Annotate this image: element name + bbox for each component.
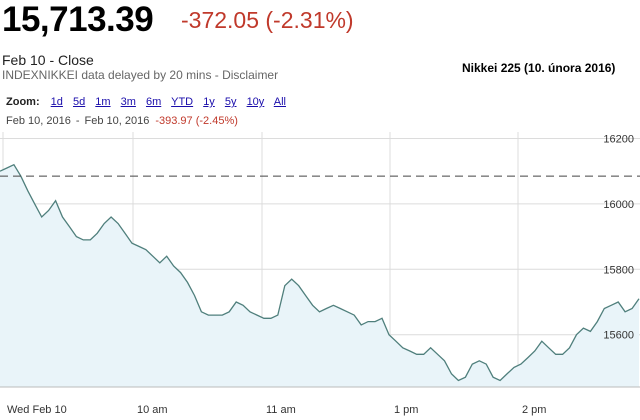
- x-tick-label: Wed Feb 10: [7, 404, 67, 416]
- date-range: Feb 10, 2016- Feb 10, 2016 -393.97 (-2.45%…: [6, 115, 238, 127]
- zoom-5d[interactable]: 5d: [72, 96, 86, 108]
- zoom-10y[interactable]: 10y: [246, 96, 265, 108]
- y-tick-label: 15600: [603, 330, 634, 342]
- price-change: -372.05 (-2.31%): [181, 7, 354, 33]
- x-tick-label: 2 pm: [522, 404, 546, 416]
- zoom-all[interactable]: All: [273, 96, 286, 108]
- zoom-bar: Zoom: 1d 5d 1m 3m 6m YTD 1y 5y 10y All: [6, 96, 293, 108]
- index-price: 15,713.39: [2, 0, 154, 39]
- range-change: -393.97 (-2.45%): [155, 115, 238, 127]
- x-tick-label: 1 pm: [394, 404, 418, 416]
- zoom-1m[interactable]: 1m: [95, 96, 111, 108]
- area-fill: [0, 164, 639, 387]
- source-disclaimer: INDEXNIKKEI data delayed by 20 mins - Di…: [2, 68, 279, 82]
- zoom-5y[interactable]: 5y: [224, 96, 237, 108]
- y-tick-label: 15800: [603, 264, 634, 276]
- range-separator: -: [75, 115, 80, 127]
- range-from: Feb 10, 2016: [6, 115, 71, 127]
- price-chart[interactable]: 16200 16000 15800 15600 Wed Feb 10 10 am 11 am…: [0, 132, 640, 420]
- y-tick-label: 16200: [603, 134, 634, 146]
- zoom-ytd[interactable]: YTD: [171, 96, 194, 108]
- series-line: [0, 163, 640, 382]
- y-tick-label: 16000: [603, 199, 634, 211]
- chart-caption: Nikkei 225 (10. února 2016): [462, 61, 616, 75]
- zoom-1d[interactable]: 1d: [50, 96, 63, 108]
- zoom-label: Zoom:: [6, 96, 40, 108]
- zoom-3m[interactable]: 3m: [120, 96, 136, 108]
- zoom-1y[interactable]: 1y: [203, 96, 215, 108]
- x-tick-label: 10 am: [137, 404, 168, 416]
- range-to: Feb 10, 2016: [84, 115, 150, 127]
- x-tick-label: 11 am: [266, 404, 296, 416]
- zoom-6m[interactable]: 6m: [145, 96, 162, 108]
- close-label: Feb 10 - Close: [2, 52, 94, 68]
